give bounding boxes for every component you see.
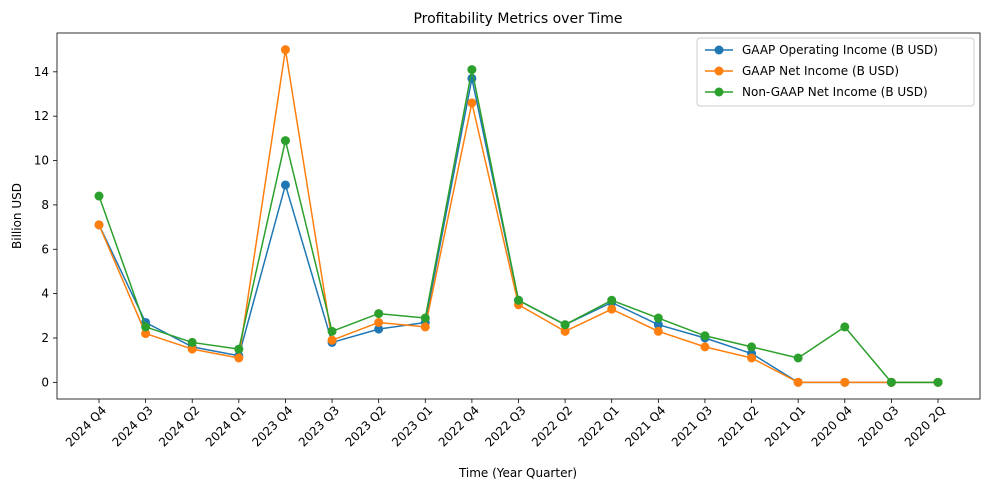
x-tick-label: 2024 Q4 <box>63 403 109 449</box>
y-tick-label: 6 <box>41 242 49 256</box>
data-point <box>467 65 477 75</box>
data-point <box>327 335 337 345</box>
series-group <box>94 73 943 387</box>
data-point <box>793 377 803 387</box>
legend-label: Non-GAAP Net Income (B USD) <box>742 85 928 99</box>
data-point <box>234 353 244 363</box>
data-point <box>141 329 151 339</box>
data-point <box>560 320 570 330</box>
data-point <box>840 377 850 387</box>
data-point <box>653 326 663 336</box>
y-tick-label: 0 <box>41 375 49 389</box>
data-point <box>933 377 943 387</box>
legend-box <box>696 37 975 107</box>
data-point <box>234 344 244 354</box>
x-tick-label: 2023 Q3 <box>296 403 342 449</box>
chart-title: Profitability Metrics over Time <box>413 11 622 27</box>
series-group <box>94 65 943 387</box>
x-tick-label: 2023 Q1 <box>389 403 435 449</box>
y-axis-label: Billion USD <box>10 183 24 249</box>
x-tick-label: 2021 Q2 <box>715 403 761 449</box>
legend-label: GAAP Operating Income (B USD) <box>742 43 938 57</box>
x-axis-label: Time (Year Quarter) <box>458 466 577 480</box>
data-point <box>141 322 151 332</box>
data-point <box>700 331 710 341</box>
data-point <box>280 180 290 190</box>
data-point <box>840 322 850 332</box>
y-tick-label: 12 <box>34 109 49 123</box>
data-point <box>653 313 663 323</box>
x-tick-label: 2022 Q1 <box>576 403 622 449</box>
x-tick-label: 2022 Q4 <box>436 403 482 449</box>
data-point <box>747 353 757 363</box>
legend-marker <box>714 66 724 76</box>
legend-marker <box>714 87 724 97</box>
data-point <box>886 377 896 387</box>
x-tick-label: 2021 Q1 <box>762 403 808 449</box>
x-tick-label: 2022 Q2 <box>529 403 575 449</box>
x-tick-label: 2021 Q3 <box>669 403 715 449</box>
data-point <box>187 344 197 354</box>
x-tick-label: 2024 Q2 <box>156 403 202 449</box>
data-point <box>793 353 803 363</box>
y-tick-label: 14 <box>34 65 49 79</box>
y-tick-label: 10 <box>34 154 49 168</box>
data-point <box>374 317 384 327</box>
data-point <box>327 326 337 336</box>
y-tick-label: 8 <box>41 198 49 212</box>
x-tick-label: 2020 Q4 <box>809 403 855 449</box>
data-point <box>747 342 757 352</box>
series-layer <box>94 45 943 387</box>
y-axis: 0 2 4 6 8 10 12 14 <box>34 65 57 389</box>
data-point <box>560 326 570 336</box>
data-point <box>374 324 384 334</box>
x-tick-label: 2024 Q1 <box>203 403 249 449</box>
series-line <box>98 68 938 384</box>
data-point <box>420 313 430 323</box>
x-tick-label: 2023 Q4 <box>249 403 295 449</box>
y-tick-label: 2 <box>41 331 49 345</box>
data-point <box>607 304 617 314</box>
data-point <box>653 320 663 330</box>
data-point <box>187 337 197 347</box>
legend-marker <box>714 45 724 55</box>
data-point <box>467 98 477 108</box>
series-line <box>98 77 938 384</box>
x-tick-label: 2020 Q3 <box>855 403 901 449</box>
x-tick-label: 2024 Q3 <box>109 403 155 449</box>
data-point <box>607 295 617 305</box>
x-tick-label: 2022 Q3 <box>482 403 528 449</box>
data-point <box>700 342 710 352</box>
legend: GAAP Operating Income (B USD) GAAP Net In… <box>696 37 975 107</box>
y-tick-label: 4 <box>41 287 49 301</box>
data-point <box>280 45 290 55</box>
x-tick-label: 2020 2Q <box>902 403 948 449</box>
data-point <box>94 191 104 201</box>
data-point <box>94 220 104 230</box>
data-point <box>420 322 430 332</box>
data-point <box>514 295 523 305</box>
data-point <box>374 309 384 319</box>
x-tick-label: 2021 Q4 <box>622 403 668 449</box>
x-tick-label: 2023 Q2 <box>343 403 389 449</box>
x-axis: 2024 Q4 2024 Q3 2024 Q2 2024 Q1 2023 Q4 2023 … <box>63 399 948 449</box>
data-point <box>280 136 290 146</box>
legend-label: GAAP Net Income (B USD) <box>742 64 899 78</box>
